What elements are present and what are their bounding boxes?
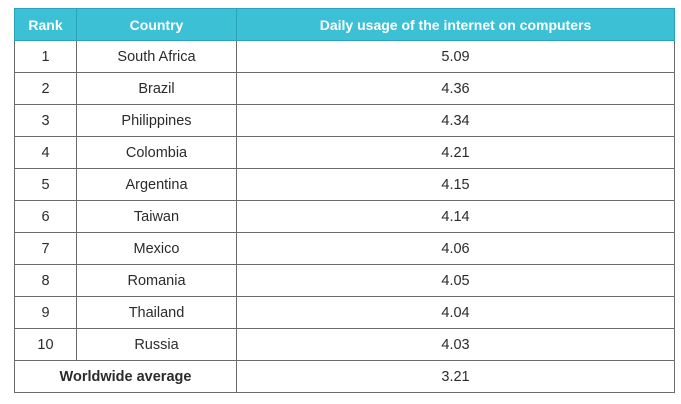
country-cell: South Africa xyxy=(76,40,237,73)
table-row: 1 South Africa 5.09 xyxy=(14,40,675,73)
rank-cell: 4 xyxy=(14,136,77,169)
rank-cell: 9 xyxy=(14,296,77,329)
table-header: Rank Country Daily usage of the internet… xyxy=(14,8,675,41)
table-row: 7 Mexico 4.06 xyxy=(14,232,675,265)
table-row: 2 Brazil 4.36 xyxy=(14,72,675,105)
column-header-country: Country xyxy=(76,8,237,41)
rank-cell: 1 xyxy=(14,40,77,73)
daily-usage-cell: 4.14 xyxy=(236,200,675,233)
table-row: 6 Taiwan 4.14 xyxy=(14,200,675,233)
daily-usage-cell: 4.04 xyxy=(236,296,675,329)
country-cell: Thailand xyxy=(76,296,237,329)
country-cell: Argentina xyxy=(76,168,237,201)
daily-usage-cell: 4.34 xyxy=(236,104,675,137)
daily-usage-cell: 4.05 xyxy=(236,264,675,297)
table-row: 3 Philippines 4.34 xyxy=(14,104,675,137)
daily-usage-cell: 4.36 xyxy=(236,72,675,105)
rank-cell: 7 xyxy=(14,232,77,265)
country-cell: Taiwan xyxy=(76,200,237,233)
rank-cell: 6 xyxy=(14,200,77,233)
table-row: 10 Russia 4.03 xyxy=(14,328,675,361)
country-cell: Mexico xyxy=(76,232,237,265)
table-row: 5 Argentina 4.15 xyxy=(14,168,675,201)
rank-cell: 8 xyxy=(14,264,77,297)
rank-cell: 3 xyxy=(14,104,77,137)
daily-usage-cell: 4.15 xyxy=(236,168,675,201)
rank-cell: 5 xyxy=(14,168,77,201)
country-cell: Philippines xyxy=(76,104,237,137)
table-row: 9 Thailand 4.04 xyxy=(14,296,675,329)
table-footer: Worldwide average 3.21 xyxy=(14,360,675,393)
daily-usage-cell: 4.06 xyxy=(236,232,675,265)
table-row: 4 Colombia 4.21 xyxy=(14,136,675,169)
header-row: Rank Country Daily usage of the internet… xyxy=(14,8,675,41)
country-cell: Russia xyxy=(76,328,237,361)
country-cell: Romania xyxy=(76,264,237,297)
usage-table-container: Rank Country Daily usage of the internet… xyxy=(14,8,675,393)
rank-cell: 2 xyxy=(14,72,77,105)
worldwide-average-label: Worldwide average xyxy=(14,360,237,393)
table-body: 1 South Africa 5.09 2 Brazil 4.36 3 Philippines… xyxy=(14,40,675,361)
country-cell: Brazil xyxy=(76,72,237,105)
daily-usage-cell: 5.09 xyxy=(236,40,675,73)
country-cell: Colombia xyxy=(76,136,237,169)
worldwide-average-row: Worldwide average 3.21 xyxy=(14,360,675,393)
column-header-daily-usage: Daily usage of the internet on computers xyxy=(236,8,675,41)
daily-usage-cell: 4.03 xyxy=(236,328,675,361)
worldwide-average-value: 3.21 xyxy=(236,360,675,393)
internet-usage-table: Rank Country Daily usage of the internet… xyxy=(14,8,675,393)
table-row: 8 Romania 4.05 xyxy=(14,264,675,297)
rank-cell: 10 xyxy=(14,328,77,361)
daily-usage-cell: 4.21 xyxy=(236,136,675,169)
column-header-rank: Rank xyxy=(14,8,77,41)
